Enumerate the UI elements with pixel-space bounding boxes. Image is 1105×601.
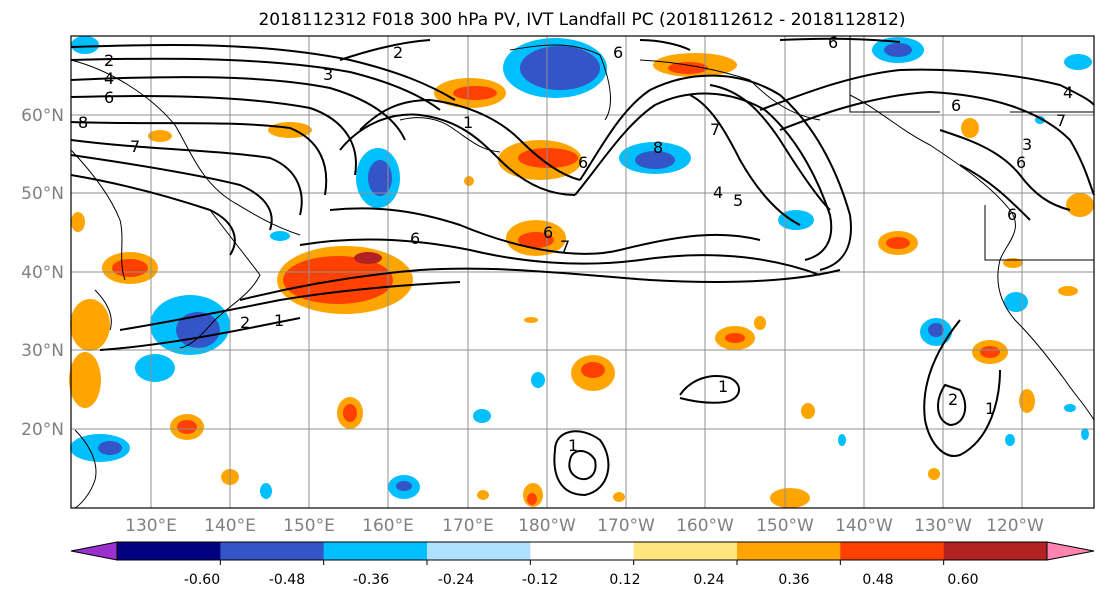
colorbar-tick-label: 0.36 (778, 572, 809, 588)
contour-label: 3 (1022, 135, 1032, 154)
contour-label: 1 (985, 399, 995, 418)
contour-label: 6 (951, 96, 961, 115)
map-frame (70, 35, 1095, 509)
colorbar-bin (427, 542, 531, 560)
contour-label: 6 (1007, 205, 1017, 224)
lat-label: 20°N (21, 420, 64, 440)
colorbar-tick-label: 0.60 (947, 572, 978, 588)
colorbar-extend-low (71, 542, 117, 560)
colorbar-bin (220, 542, 325, 560)
colorbar-extend-high (1047, 542, 1094, 560)
lat-label: 60°N (21, 106, 64, 126)
contour-label: 6 (543, 223, 553, 242)
contour-label: 4 (1063, 83, 1073, 102)
lon-label: 170°E (442, 516, 494, 536)
colorbar-tick-label: -0.12 (522, 572, 558, 588)
latitude-labels: 60°N 50°N 40°N 30°N 20°N (21, 106, 64, 440)
contour-label: 8 (78, 113, 88, 132)
contour-label: 8 (653, 138, 663, 157)
colorbar-bin (737, 542, 841, 560)
colorbar-bin (117, 542, 221, 560)
colorbar-bin (633, 542, 738, 560)
contour-label: 4 (713, 183, 723, 202)
colorbar-tick-label: 0.48 (862, 572, 893, 588)
lat-label: 50°N (21, 184, 64, 204)
contour-label: 1 (463, 113, 473, 132)
contour-label: 2 (948, 390, 958, 409)
lon-label: 160°E (362, 516, 414, 536)
contour-label: 2 (240, 313, 250, 332)
pv-shading (69, 36, 1094, 508)
contour-label: 1 (568, 436, 578, 455)
contour-label: 6 (104, 88, 114, 107)
lon-label: 120°W (986, 516, 1044, 536)
colorbar-tick-label: -0.24 (438, 572, 474, 588)
lon-label: 170°W (597, 516, 655, 536)
contour-label: 6 (828, 33, 838, 52)
contour-label: 5 (733, 191, 743, 210)
contour-label: 2 (104, 51, 114, 70)
contour-label: 2 (393, 43, 403, 62)
contour-label: 6 (578, 153, 588, 172)
contour-label: 7 (130, 137, 140, 156)
map-area: 2 4 6 3 2 6 6 6 8 7 1 8 6 7 6 7 4 5 6 6 … (69, 33, 1095, 509)
coastlines (70, 36, 1095, 509)
lon-label: 180°W (518, 516, 576, 536)
lon-label: 130°E (125, 516, 177, 536)
colorbar-bin (323, 542, 428, 560)
colorbar-tick-label: -0.36 (353, 572, 389, 588)
colorbar-tick-label: -0.48 (269, 572, 305, 588)
lon-label: 140°E (204, 516, 256, 536)
colorbar-bin (530, 542, 635, 560)
contour-label: 1 (274, 311, 284, 330)
lat-label: 40°N (21, 263, 64, 283)
contour-label: 4 (104, 69, 114, 88)
graticule (71, 36, 1094, 508)
longitude-labels: 130°E 140°E 150°E 160°E 170°E 180°W 170°… (125, 516, 1044, 536)
contour-label: 7 (710, 120, 720, 139)
lon-label: 130°W (914, 516, 972, 536)
contour-label: 7 (560, 237, 570, 256)
lon-label: 150°E (283, 516, 335, 536)
lon-label: 140°W (835, 516, 893, 536)
lon-label: 160°W (676, 516, 734, 536)
contours (70, 37, 1095, 497)
map-title: 2018112312 F018 300 hPa PV, IVT Landfall… (258, 10, 905, 30)
contour-label: 7 (1056, 111, 1066, 130)
contour-labels: 2 4 6 3 2 6 6 6 8 7 1 8 6 7 6 7 4 5 6 6 … (78, 33, 1073, 455)
contour-label: 6 (1016, 153, 1026, 172)
contour-label: 3 (323, 65, 333, 84)
lat-label: 30°N (21, 341, 64, 361)
colorbar-bin (943, 542, 1048, 560)
lon-label: 150°W (756, 516, 814, 536)
contour-label: 1 (718, 377, 728, 396)
contour-label: 6 (613, 43, 623, 62)
colorbar-tick-label: -0.60 (184, 572, 220, 588)
colorbar-tick-label: 0.12 (609, 572, 640, 588)
contour-label: 6 (410, 229, 420, 248)
colorbar: -0.60 -0.48 -0.36 -0.24 -0.12 0.12 0.24 … (70, 541, 1095, 588)
colorbar-bin (840, 542, 945, 560)
colorbar-tick-label: 0.24 (693, 572, 724, 588)
